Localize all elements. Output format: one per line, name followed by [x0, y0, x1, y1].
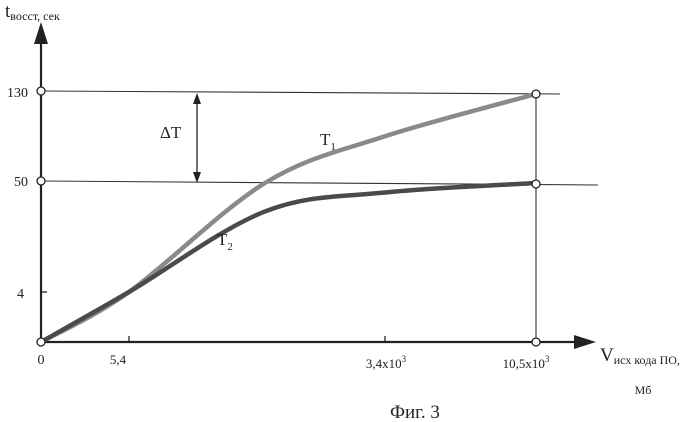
series-t2-line — [41, 183, 536, 342]
marker-y-50 — [37, 177, 45, 185]
marker-t1-end — [532, 90, 540, 98]
delta-arrow-head-bottom — [193, 172, 201, 183]
x-tick-label-10-5: 10,5x103 — [503, 354, 550, 371]
x-tick-label-5-4: 5,4 — [110, 352, 127, 367]
series-t1-label: T1 — [320, 130, 336, 153]
delta-label: ΔT — [160, 123, 182, 142]
y-axis-label: tвосст, сек — [5, 1, 60, 23]
marker-t2-end — [532, 180, 540, 188]
x-tick-label-0: 0 — [38, 353, 45, 368]
y-tick-label-50: 50 — [14, 175, 28, 190]
y-tick-label-4: 4 — [17, 287, 24, 302]
figure-caption: Фиг. 3 — [390, 402, 440, 422]
x-axis-arrow — [574, 335, 596, 349]
delta-arrow-head-top — [193, 93, 201, 104]
marker-x-end — [532, 338, 540, 346]
series-t1-line — [41, 94, 536, 342]
ref-line-130 — [41, 91, 560, 94]
x-axis-unit: Мб — [635, 383, 652, 397]
marker-origin — [37, 338, 45, 346]
x-tick-label-3-4: 3,4x103 — [366, 354, 407, 371]
y-axis-arrow — [34, 22, 48, 44]
x-axis-label: Vисх кода ПО, — [600, 345, 680, 367]
marker-y-130 — [37, 87, 45, 95]
series-t2-label: T2 — [217, 230, 233, 253]
y-tick-label-130: 130 — [7, 86, 28, 101]
